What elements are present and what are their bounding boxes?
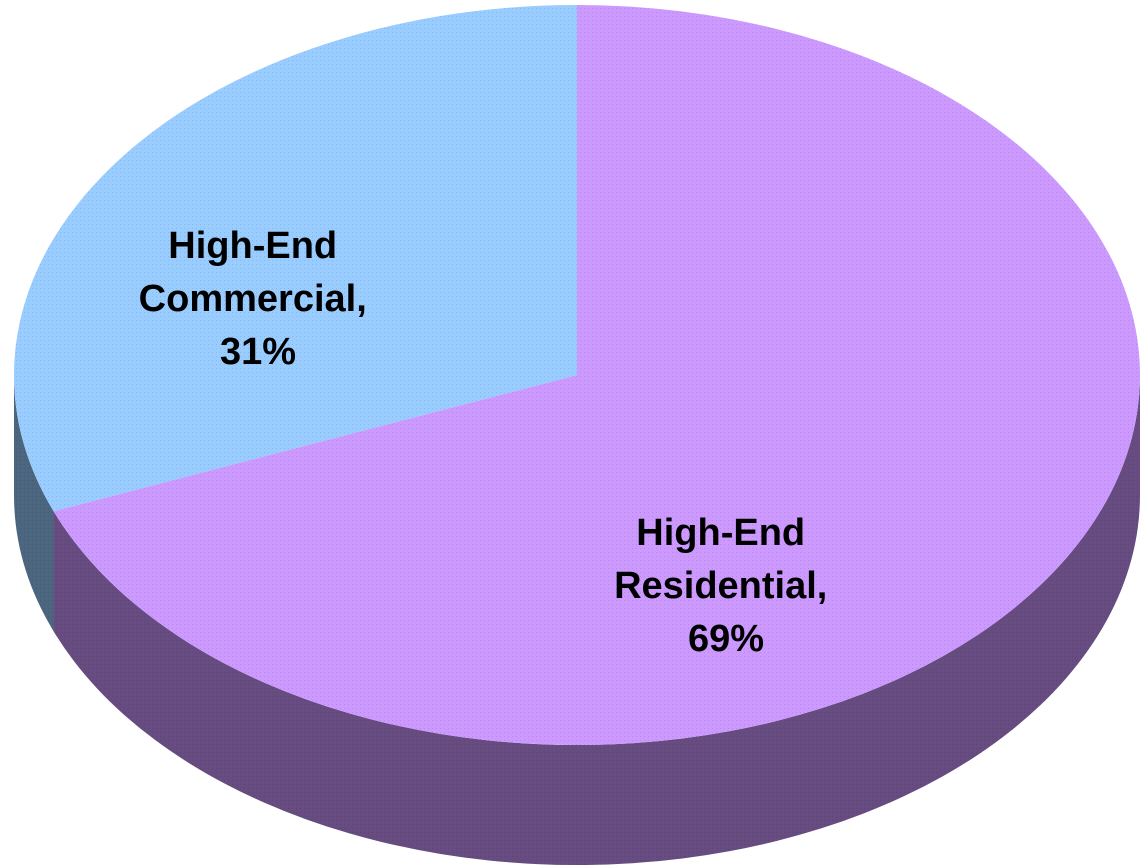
pie-side-texture-high-end-commercial	[14, 375, 54, 632]
label-residential-line-3: 69%	[688, 618, 764, 660]
pie-slice-texture-high-end-residential	[53, 5, 1140, 745]
pie-tops	[14, 5, 1140, 745]
pie-slice-texture-high-end-commercial	[14, 5, 578, 512]
label-residential-line-1: High-End	[636, 512, 805, 554]
label-residential: High-End Residential, 69%	[614, 512, 838, 660]
label-residential-line-2: Residential,	[614, 565, 827, 607]
pie-sides	[14, 375, 1140, 865]
slice-labels: High-End Residential, 69% High-End Comme…	[139, 225, 838, 660]
label-commercial-line-2: Commercial,	[139, 278, 367, 320]
label-commercial-line-1: High-End	[168, 225, 337, 267]
pie-side-texture-high-end-residential	[53, 375, 1140, 865]
label-commercial: High-End Commercial, 31%	[139, 225, 378, 373]
label-commercial-line-3: 31%	[220, 331, 296, 373]
